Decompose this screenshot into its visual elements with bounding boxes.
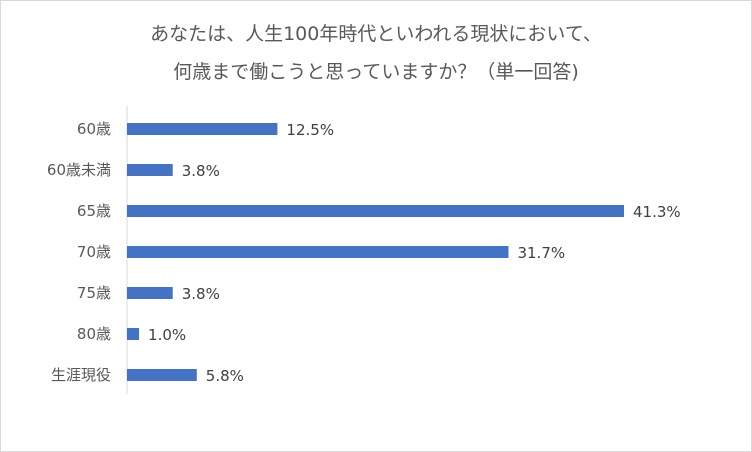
bar [127,123,278,135]
data-label: 3.8% [182,285,220,303]
chart-title-line-2: 何歳まで働こうと思っていますか？（単一回答) [173,61,579,83]
category-label: 80歳 [77,325,111,343]
data-label: 12.5% [286,121,334,139]
category-label: 70歳 [77,243,111,261]
data-label: 5.8% [206,367,244,385]
bar [127,205,624,217]
chart-title-line-1: あなたは、人生100年時代といわれる現状において、 [150,23,602,45]
bar-series [127,123,624,381]
category-label: 60歳 [77,120,111,138]
category-label: 75歳 [77,284,111,302]
category-label: 65歳 [77,202,111,220]
category-label: 生涯現役 [51,366,111,384]
data-label: 1.0% [148,326,186,344]
bar [127,328,140,340]
bar [127,246,509,258]
bar [127,164,173,176]
bar [127,287,173,299]
data-label: 41.3% [633,203,681,221]
data-labels: 12.5% 3.8% 41.3% 31.7% 3.8% 1.0% 5.8% [148,121,681,385]
data-label: 3.8% [182,162,220,180]
category-label: 60歳未満 [47,161,111,179]
bar [127,369,197,381]
data-label: 31.7% [517,244,565,262]
